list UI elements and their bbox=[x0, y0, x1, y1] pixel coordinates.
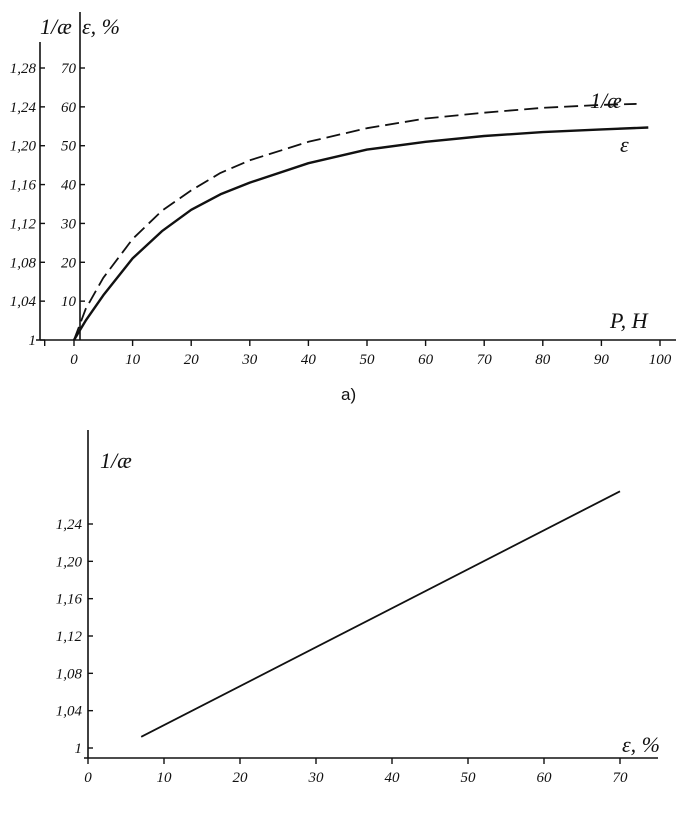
chart-a-x-tick-label: 30 bbox=[241, 352, 258, 368]
chart-b-y-tick-label: 1,08 bbox=[56, 666, 83, 682]
chart-a-y-right-tick-label: 30 bbox=[60, 216, 77, 232]
chart-b: 1/æ 0 10 20 30 40 50 60 70 1 1,04 1,08 1,12 1,16 1,20… bbox=[56, 430, 660, 786]
chart-b-series-line bbox=[140, 490, 621, 738]
chart-b-y-tick-label: 1,24 bbox=[56, 517, 83, 533]
chart-b-y-tick-label: 1,16 bbox=[56, 592, 83, 608]
chart-b-y-tick-label: 1 bbox=[75, 741, 83, 757]
chart-a-y-left-tick-label: 1,24 bbox=[10, 100, 37, 116]
chart-b-y-tick-label: 1,20 bbox=[56, 554, 83, 570]
chart-a-x-label: P, H bbox=[609, 308, 649, 333]
chart-a-y-right-label: ε, % bbox=[82, 14, 120, 39]
chart-b-x-tick-label: 20 bbox=[233, 770, 249, 786]
chart-a-y-right-tick-label: 70 bbox=[61, 61, 77, 77]
chart-a-y-right-tick-label: 10 bbox=[61, 294, 77, 310]
chart-a-y-left-tick-label: 1 bbox=[29, 333, 37, 349]
chart-a-x-tick-label: 90 bbox=[594, 352, 610, 368]
chart-b-y-tick-label: 1,04 bbox=[56, 704, 83, 720]
chart-a-x-tick-label: 70 bbox=[477, 352, 493, 368]
chart-b-x-label: ε, % bbox=[622, 732, 660, 757]
chart-b-y-label: 1/æ bbox=[100, 448, 132, 473]
chart-b-x-tick-label: 60 bbox=[537, 770, 553, 786]
chart-a-y-left-tick-label: 1,28 bbox=[10, 61, 37, 77]
chart-a-x-tick-label: 100 bbox=[649, 352, 672, 368]
chart-b-x-tick-label: 10 bbox=[157, 770, 173, 786]
chart-a-y-right-tick-label: 60 bbox=[61, 100, 77, 116]
chart-a-caption: a) bbox=[341, 385, 356, 404]
chart-a-series-line-inverse-ae bbox=[73, 103, 637, 341]
chart-a-series-label-1: 1/æ bbox=[590, 88, 622, 113]
chart-b-x-tick-label: 0 bbox=[84, 770, 92, 786]
chart-b-x-tick-label: 70 bbox=[613, 770, 629, 786]
chart-a-y-left-tick-label: 1,20 bbox=[10, 139, 37, 155]
chart-a-series-label-2: ε bbox=[620, 132, 629, 157]
chart-b-x-tick-label: 30 bbox=[308, 770, 325, 786]
chart-a: 1/æ ε, % 0 10 20 30 40 50 60 70 80 90 100 1 1,04 1,08… bbox=[10, 12, 676, 404]
chart-b-y-tick-label: 1,12 bbox=[56, 629, 83, 645]
chart-a-y-right-tick-label: 50 bbox=[61, 139, 77, 155]
chart-a-x-tick-label: 60 bbox=[418, 352, 434, 368]
chart-b-x-tick-label: 50 bbox=[461, 770, 477, 786]
chart-a-series-line-epsilon bbox=[72, 126, 649, 341]
chart-a-y-left-label: 1/æ bbox=[40, 14, 72, 39]
chart-b-x-tick-label: 40 bbox=[385, 770, 401, 786]
chart-a-y-left-tick-label: 1,12 bbox=[10, 216, 37, 232]
chart-a-x-tick-label: 20 bbox=[184, 352, 200, 368]
chart-a-x-tick-label: 10 bbox=[125, 352, 141, 368]
chart-a-x-tick-label: 80 bbox=[535, 352, 551, 368]
chart-a-x-tick-label: 40 bbox=[301, 352, 317, 368]
chart-a-x-tick-label: 0 bbox=[70, 352, 78, 368]
chart-a-y-right-tick-label: 40 bbox=[61, 178, 77, 194]
chart-a-y-right-tick-label: 20 bbox=[61, 255, 77, 271]
chart-a-y-left-tick-label: 1,16 bbox=[10, 178, 37, 194]
chart-a-y-left-tick-label: 1,08 bbox=[10, 255, 37, 271]
chart-a-y-left-tick-label: 1,04 bbox=[10, 294, 37, 310]
chart-a-x-tick-label: 50 bbox=[360, 352, 376, 368]
